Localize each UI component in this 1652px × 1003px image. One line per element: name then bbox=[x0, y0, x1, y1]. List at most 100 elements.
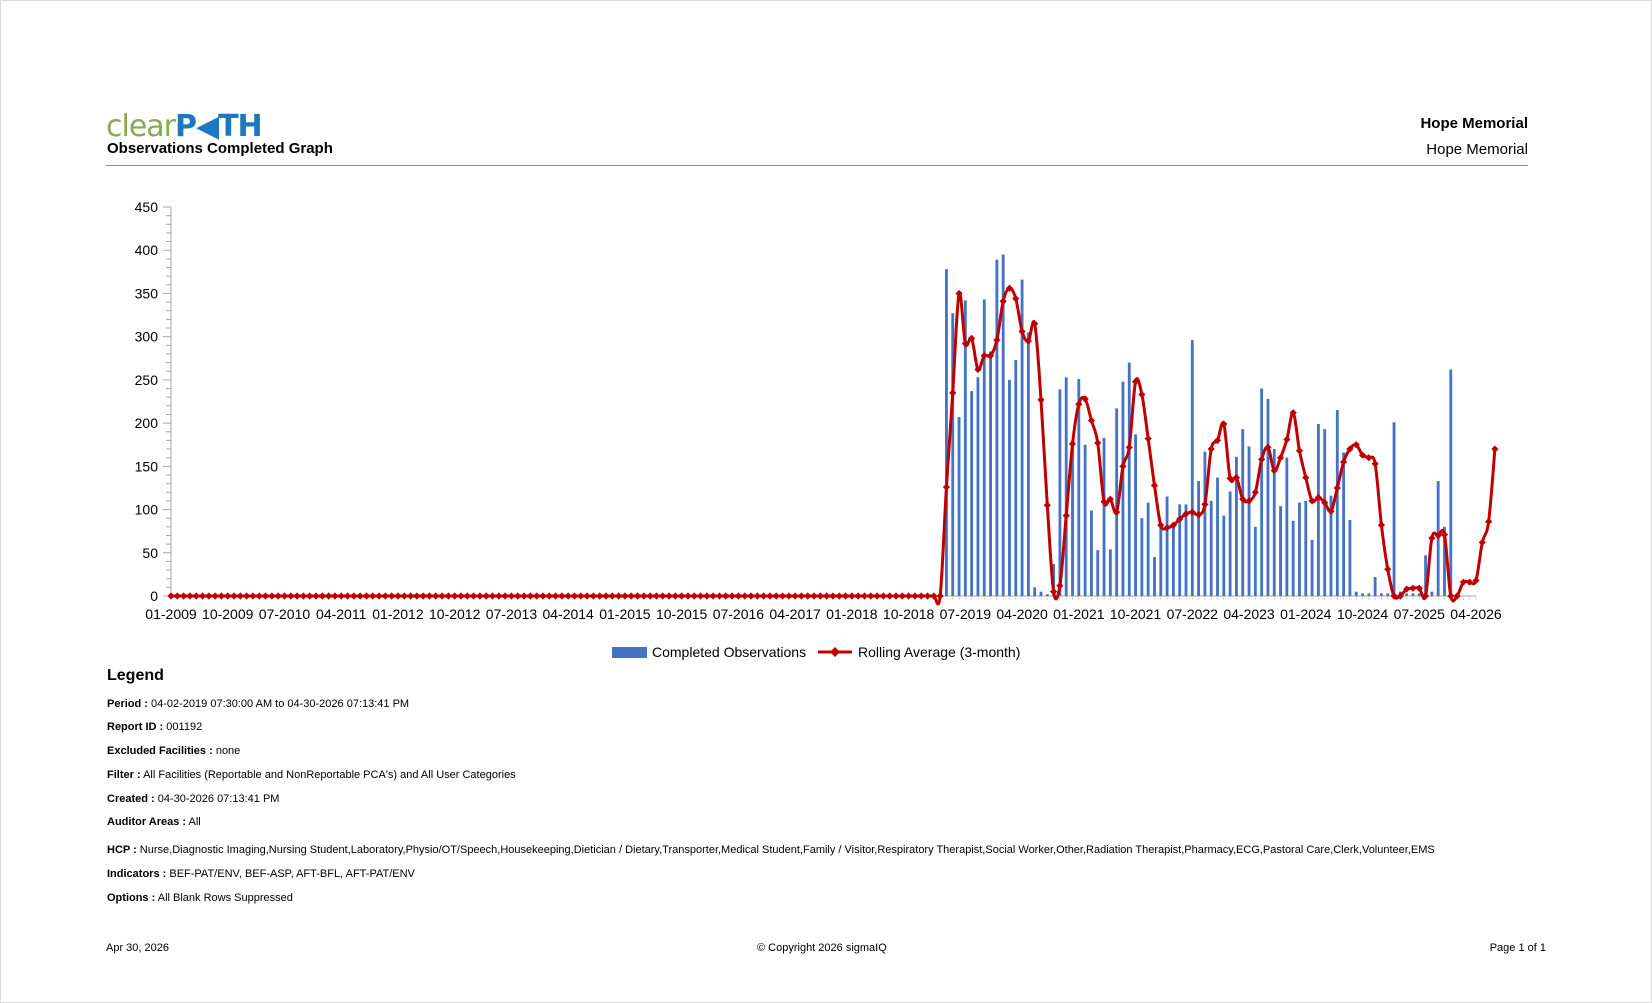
bar bbox=[963, 300, 967, 596]
rolling-average-point bbox=[968, 334, 976, 342]
report-detail-row: Excluded Facilities : none bbox=[107, 744, 240, 758]
bar bbox=[1323, 429, 1327, 596]
rolling-average-point bbox=[1138, 390, 1146, 399]
rolling-average-point bbox=[1333, 484, 1341, 492]
report-detail-row: Filter : All Facilities (Reportable and … bbox=[107, 768, 516, 782]
bar bbox=[1310, 539, 1314, 596]
legend-title: Legend bbox=[107, 667, 164, 684]
x-tick-label: 07-2019 bbox=[940, 606, 992, 622]
bar bbox=[1424, 555, 1427, 596]
rolling-average-point bbox=[173, 592, 181, 600]
report-detail-row: Indicators : BEF-PAT/ENV, BEF-ASP, AFT-B… bbox=[107, 867, 415, 881]
report-detail-value: All bbox=[186, 816, 201, 828]
x-tick-label: 07-2010 bbox=[259, 606, 311, 622]
rolling-average-point bbox=[1371, 460, 1379, 468]
report-detail-label: Indicators : bbox=[107, 868, 167, 880]
rolling-average-point bbox=[306, 592, 314, 600]
y-tick-label: 450 bbox=[135, 199, 159, 215]
rolling-average-point bbox=[1182, 510, 1190, 518]
rolling-average-point bbox=[936, 592, 944, 600]
report-detail-value: none bbox=[212, 745, 241, 757]
rolling-average-point bbox=[230, 592, 238, 600]
report-detail-row: Created : 04-30-2026 07:13:41 PM bbox=[107, 792, 279, 806]
bar bbox=[1367, 593, 1371, 596]
bar bbox=[1247, 446, 1251, 596]
rolling-average-line bbox=[170, 286, 1497, 606]
bar bbox=[982, 299, 986, 596]
rolling-average-point bbox=[394, 592, 402, 600]
bar bbox=[1253, 526, 1257, 596]
rolling-average-point bbox=[1195, 511, 1203, 519]
rolling-average-point bbox=[1075, 400, 1083, 408]
bar bbox=[1392, 422, 1396, 596]
rolling-average-point bbox=[1062, 512, 1070, 520]
rolling-average-point bbox=[501, 592, 509, 600]
rolling-average-point bbox=[1358, 451, 1367, 459]
rolling-average-point bbox=[1258, 455, 1266, 464]
rolling-average-point bbox=[835, 592, 843, 600]
rolling-average-point bbox=[249, 592, 257, 600]
rolling-average-point bbox=[1409, 584, 1417, 592]
y-tick-label: 300 bbox=[135, 329, 159, 345]
x-tick-label: 04-2011 bbox=[316, 606, 367, 622]
bar bbox=[1260, 388, 1264, 596]
rolling-average-point bbox=[1245, 497, 1253, 505]
rolling-average-point bbox=[507, 592, 516, 600]
x-tick-label: 04-2017 bbox=[769, 606, 821, 622]
x-tick-label: 01-2021 bbox=[1053, 606, 1105, 622]
rolling-average-point bbox=[1434, 531, 1442, 540]
rolling-average-point bbox=[1125, 443, 1133, 451]
rolling-average-point bbox=[1346, 445, 1354, 453]
rolling-average-point bbox=[444, 592, 452, 600]
rolling-average-point bbox=[539, 592, 547, 600]
report-detail-label: Period : bbox=[107, 698, 148, 710]
bar bbox=[1241, 429, 1245, 596]
x-tick-label: 10-2012 bbox=[429, 606, 481, 622]
rolling-average-point bbox=[192, 592, 200, 600]
rolling-average-point bbox=[829, 592, 837, 600]
hospital-name-bold: Hope Memorial bbox=[1420, 115, 1528, 132]
logo-text-clear: clear bbox=[106, 109, 176, 144]
rolling-average-point bbox=[167, 592, 175, 600]
rolling-average-point bbox=[993, 336, 1001, 344]
rolling-average-point bbox=[1226, 474, 1234, 483]
rolling-average-point bbox=[741, 592, 749, 600]
rolling-average-point bbox=[1031, 320, 1039, 328]
rolling-average-point bbox=[570, 592, 579, 600]
rolling-average-point bbox=[1024, 337, 1032, 345]
report-detail-label: Created : bbox=[107, 793, 155, 805]
legend-swatch-marker bbox=[830, 647, 840, 657]
y-tick-label: 50 bbox=[142, 545, 158, 561]
rolling-average-point bbox=[1150, 481, 1159, 489]
rolling-average-point bbox=[312, 592, 320, 600]
rolling-average-point bbox=[545, 592, 553, 600]
rolling-average-point bbox=[1302, 473, 1310, 482]
bar bbox=[1430, 591, 1434, 596]
rolling-average-point bbox=[615, 592, 623, 600]
rolling-average-point bbox=[753, 592, 761, 600]
rolling-average-point bbox=[785, 592, 793, 600]
rolling-average-point bbox=[1207, 445, 1215, 453]
bar bbox=[1405, 593, 1409, 596]
report-detail-row: Options : All Blank Rows Suppressed bbox=[107, 891, 293, 905]
bar bbox=[1285, 457, 1289, 596]
y-tick-label: 0 bbox=[150, 588, 158, 604]
rolling-average-point bbox=[1163, 524, 1171, 532]
rolling-average-point bbox=[476, 592, 484, 600]
y-tick-label: 400 bbox=[135, 242, 159, 258]
bar bbox=[1417, 593, 1421, 596]
report-detail-label: Options : bbox=[107, 892, 156, 904]
bar bbox=[957, 417, 961, 596]
rolling-average-point bbox=[1251, 488, 1259, 496]
rolling-average-point bbox=[1201, 500, 1209, 508]
rolling-average-point bbox=[1459, 578, 1467, 586]
bar bbox=[1108, 549, 1112, 596]
rolling-average-point bbox=[633, 592, 642, 600]
bar bbox=[1190, 340, 1194, 596]
report-detail-label: Report ID : bbox=[107, 721, 164, 733]
rolling-average-point bbox=[823, 592, 831, 600]
rolling-average-point bbox=[318, 592, 326, 600]
rolling-average-point bbox=[728, 592, 736, 600]
rolling-average-point bbox=[1491, 445, 1499, 453]
x-tick-label: 01-2018 bbox=[826, 606, 878, 622]
